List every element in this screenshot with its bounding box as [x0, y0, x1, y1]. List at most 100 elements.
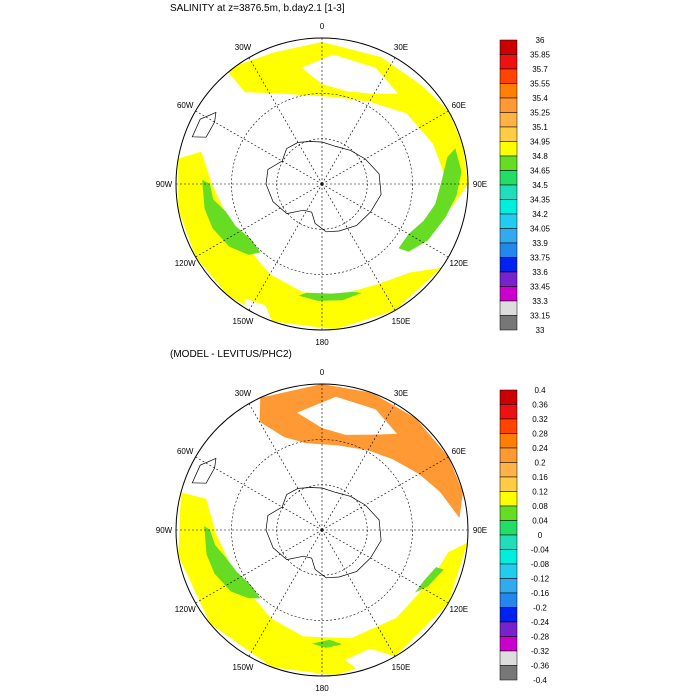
colorbar-swatch-11 — [499, 199, 518, 215]
colorbar-swatch-11 — [499, 549, 518, 565]
colorbar-swatch-4 — [499, 97, 518, 113]
meridian-5 — [321, 183, 396, 311]
colorbar-swatch-17 — [499, 636, 518, 652]
colorbar-swatch-13 — [499, 578, 518, 594]
colorbar-swatch-16 — [499, 621, 518, 637]
data-region-5 — [301, 54, 398, 94]
colorbar-label: 34.05 — [530, 225, 551, 234]
meridian-10 — [195, 110, 323, 185]
colorbar-swatch-14 — [499, 242, 518, 258]
colorbar-swatch-3 — [499, 83, 518, 99]
antarctica-coastline — [265, 141, 382, 233]
meridian-11 — [248, 57, 323, 185]
colorbar-swatch-12 — [499, 213, 518, 229]
colorbar-swatch-2 — [499, 418, 518, 434]
longitude-label: 0 — [320, 22, 325, 31]
data-region-4 — [298, 291, 362, 301]
colorbar-swatch-16 — [499, 271, 518, 287]
longitude-label: 30W — [235, 389, 252, 398]
latitude-circle-1 — [231, 439, 413, 621]
colorbar-label: 36 — [536, 36, 545, 45]
data-region-3 — [414, 567, 444, 593]
colorbar-label: 0.32 — [532, 415, 548, 424]
colorbar-swatch-10 — [499, 184, 518, 200]
data-regions — [178, 42, 468, 330]
colorbar-label: 33.45 — [530, 283, 551, 292]
colorbar-label: 35.25 — [530, 109, 551, 118]
longitude-label: 60W — [177, 447, 194, 456]
meridian-4 — [321, 183, 449, 258]
colorbar-label: 34.5 — [532, 181, 548, 190]
colorbar-label: 0.24 — [532, 444, 548, 453]
colorbar-swatch-13 — [499, 228, 518, 244]
longitude-label: 30E — [394, 389, 408, 398]
data-region-1 — [178, 151, 442, 330]
meridian-2 — [321, 456, 449, 531]
longitude-label: 60E — [452, 101, 466, 110]
colorbar-label: -0.12 — [531, 575, 550, 584]
longitude-label: 90E — [473, 180, 487, 189]
data-region-2 — [202, 179, 261, 255]
colorbar-label: 33.15 — [530, 312, 551, 321]
colorbar-swatch-18 — [499, 650, 518, 666]
colorbar-label: 34.8 — [532, 152, 548, 161]
map-boundary — [175, 37, 469, 331]
latitude-circle-1 — [231, 93, 413, 275]
colorbar-swatch-0 — [499, 39, 518, 55]
longitude-label: 150E — [392, 663, 411, 672]
chart-title: (MODEL - LEVITUS/PHC2) — [170, 349, 292, 360]
colorbar-swatch-4 — [499, 447, 518, 463]
difference-panel: (MODEL - LEVITUS/PHC2) 0 30E 60E 90E 120E 150E… — [156, 349, 550, 693]
colorbar-swatch-17 — [499, 286, 518, 302]
meridian-8 — [195, 529, 323, 604]
colorbar-swatch-8 — [499, 505, 518, 521]
colorbar-swatch-0 — [499, 389, 518, 405]
longitude-label: 150W — [233, 663, 254, 672]
colorbar-label: 35.55 — [530, 80, 551, 89]
antarctica-coastline — [265, 487, 382, 579]
colorbar-label: 0 — [538, 531, 543, 540]
colorbar-swatch-6 — [499, 126, 518, 142]
data-region-2 — [204, 525, 261, 599]
colorbar-label: -0.36 — [531, 662, 550, 671]
meridian-11 — [248, 403, 323, 531]
colorbar-swatch-9 — [499, 170, 518, 186]
colorbar-label: 34.95 — [530, 138, 551, 147]
south-america-coastline — [191, 457, 217, 484]
colorbar-swatch-1 — [499, 54, 518, 70]
colorbar-swatch-5 — [499, 112, 518, 128]
colorbar-swatch-6 — [499, 476, 518, 492]
longitude-label: 60E — [452, 447, 466, 456]
longitude-label: 180 — [315, 338, 329, 347]
data-region-1 — [178, 492, 468, 676]
colorbar-swatch-19 — [499, 315, 518, 331]
longitude-label: 120W — [175, 259, 196, 268]
colorbar-label: 0.36 — [532, 401, 548, 410]
colorbar-label: -0.28 — [531, 633, 550, 642]
data-region-6 — [244, 298, 273, 322]
colorbar-label: 0.12 — [532, 488, 548, 497]
colorbar-label: 33.3 — [532, 297, 548, 306]
meridian-1 — [321, 403, 396, 531]
meridian-4 — [321, 529, 449, 604]
colorbar-swatch-2 — [499, 68, 518, 84]
colorbar-label: -0.04 — [531, 546, 550, 555]
meridian-10 — [195, 456, 323, 531]
data-region-0 — [225, 42, 468, 207]
longitude-label: 150E — [392, 317, 411, 326]
colorbar-label: 0.08 — [532, 502, 548, 511]
colorbar-label: 33 — [536, 326, 545, 335]
longitude-label: 90E — [473, 526, 487, 535]
colorbar-label: 35.7 — [532, 65, 548, 74]
colorbar-label: 33.6 — [532, 268, 548, 277]
colorbar-label: 34.2 — [532, 210, 548, 219]
longitude-label: 120E — [449, 259, 468, 268]
colorbar-label: 35.4 — [532, 94, 548, 103]
longitude-label: 60W — [177, 101, 194, 110]
colorbar-label: -0.16 — [531, 589, 550, 598]
meridian-8 — [195, 183, 323, 258]
colorbar-label: 33.75 — [530, 254, 551, 263]
colorbar-label: 0.4 — [534, 386, 546, 395]
colorbar-label: 34.65 — [530, 167, 551, 176]
colorbar-label: 0.28 — [532, 430, 548, 439]
